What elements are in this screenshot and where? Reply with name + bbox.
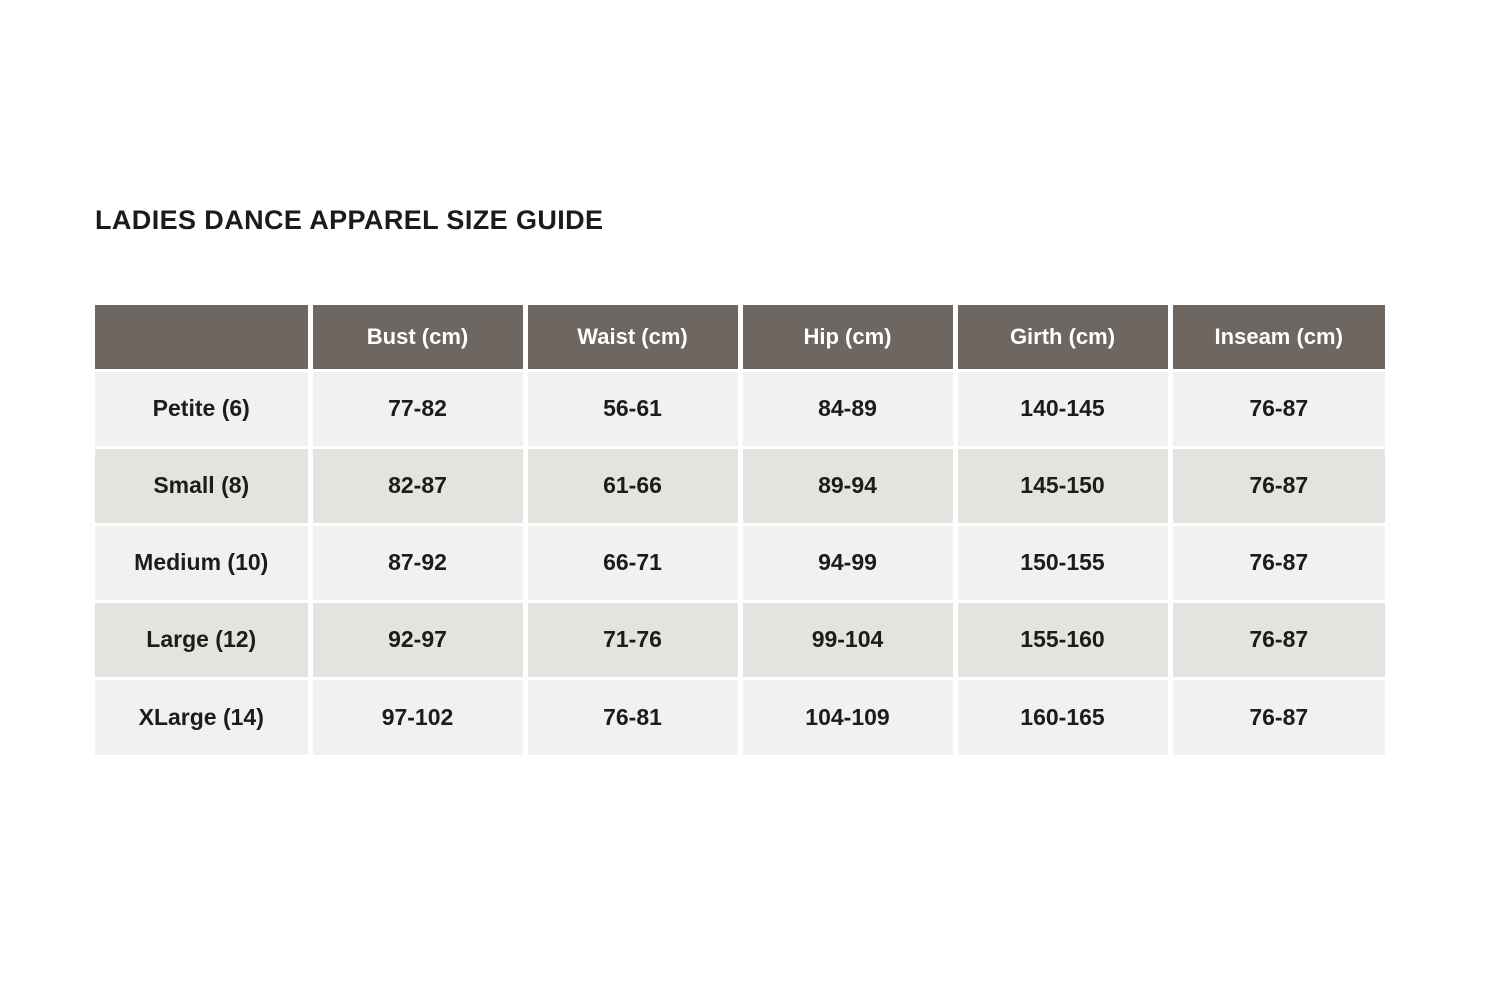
table-row-medium: Medium (10) 87-92 66-71 94-99 150-155 76…	[95, 524, 1385, 603]
value-cell: 76-87	[1170, 601, 1385, 680]
value-cell: 155-160	[955, 601, 1173, 680]
value-cell: 94-99	[740, 524, 958, 603]
table-row-small: Small (8) 82-87 61-66 89-94 145-150 76-8…	[95, 447, 1385, 526]
value-cell: 89-94	[740, 447, 958, 526]
header-cell-girth: Girth (cm)	[955, 305, 1173, 372]
size-guide-table: Bust (cm) Waist (cm) Hip (cm) Girth (cm)…	[95, 305, 1385, 755]
page-title: LADIES DANCE APPAREL SIZE GUIDE	[95, 205, 604, 235]
header-cell-waist: Waist (cm)	[525, 305, 743, 372]
value-cell: 61-66	[525, 447, 743, 526]
row-label: Small (8)	[95, 447, 313, 526]
table-row-xlarge: XLarge (14) 97-102 76-81 104-109 160-165…	[95, 678, 1385, 755]
value-cell: 87-92	[310, 524, 528, 603]
value-cell: 160-165	[955, 678, 1173, 755]
value-cell: 66-71	[525, 524, 743, 603]
value-cell: 76-87	[1170, 370, 1385, 449]
value-cell: 76-87	[1170, 524, 1385, 603]
row-label: Large (12)	[95, 601, 313, 680]
value-cell: 76-87	[1170, 447, 1385, 526]
value-cell: 140-145	[955, 370, 1173, 449]
header-cell-empty	[95, 305, 313, 372]
row-label: Petite (6)	[95, 370, 313, 449]
value-cell: 76-81	[525, 678, 743, 755]
table-row-petite: Petite (6) 77-82 56-61 84-89 140-145 76-…	[95, 370, 1385, 449]
table-header-row: Bust (cm) Waist (cm) Hip (cm) Girth (cm)…	[95, 305, 1385, 372]
value-cell: 145-150	[955, 447, 1173, 526]
value-cell: 76-87	[1170, 678, 1385, 755]
value-cell: 77-82	[310, 370, 528, 449]
header-cell-bust: Bust (cm)	[310, 305, 528, 372]
header-cell-inseam: Inseam (cm)	[1170, 305, 1385, 372]
value-cell: 71-76	[525, 601, 743, 680]
value-cell: 99-104	[740, 601, 958, 680]
value-cell: 97-102	[310, 678, 528, 755]
row-label: XLarge (14)	[95, 678, 313, 755]
value-cell: 104-109	[740, 678, 958, 755]
value-cell: 82-87	[310, 447, 528, 526]
value-cell: 92-97	[310, 601, 528, 680]
row-label: Medium (10)	[95, 524, 313, 603]
value-cell: 56-61	[525, 370, 743, 449]
value-cell: 84-89	[740, 370, 958, 449]
header-cell-hip: Hip (cm)	[740, 305, 958, 372]
value-cell: 150-155	[955, 524, 1173, 603]
table-row-large: Large (12) 92-97 71-76 99-104 155-160 76…	[95, 601, 1385, 680]
